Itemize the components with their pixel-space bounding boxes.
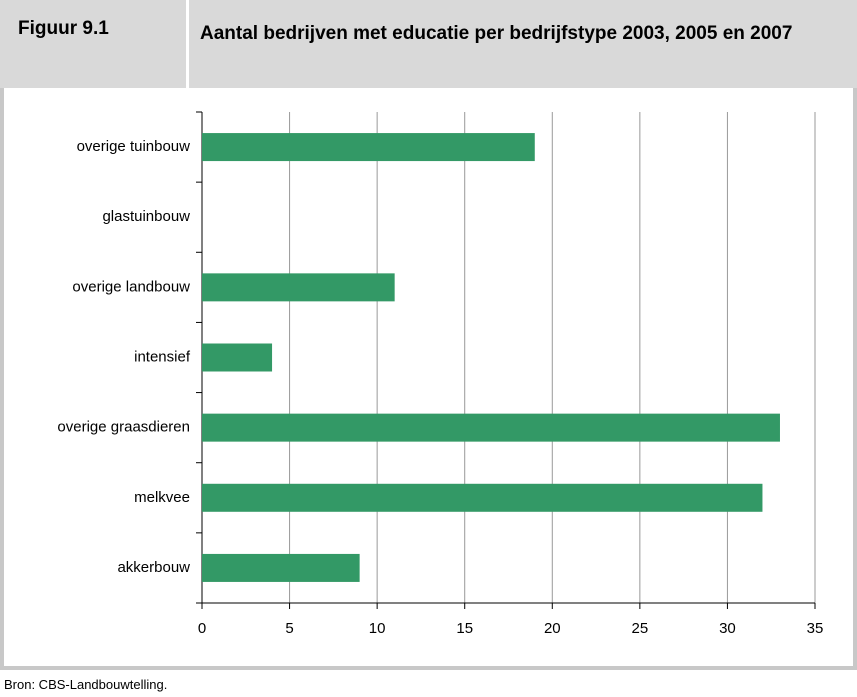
bar xyxy=(202,483,763,512)
x-tick-label: 10 xyxy=(369,620,386,637)
source: Bron: CBS-Landbouwtelling. xyxy=(4,677,168,692)
x-tick-label: 20 xyxy=(544,620,561,637)
figure-label: Figuur 9.1 xyxy=(18,18,109,39)
separator xyxy=(186,0,189,88)
bar xyxy=(202,273,395,302)
bar xyxy=(202,343,273,372)
x-tick-label: 30 xyxy=(719,620,736,637)
bar xyxy=(202,553,360,582)
y-tick-label: overige tuinbouw xyxy=(77,138,191,155)
x-tick-label: 25 xyxy=(632,620,649,637)
y-tick-label: melkvee xyxy=(134,489,190,506)
chart-title: Aantal bedrijven met educatie per bedrij… xyxy=(200,23,793,44)
y-tick-label: intensief xyxy=(134,348,191,365)
x-tick-label: 0 xyxy=(198,620,206,637)
y-tick-label: akkerbouw xyxy=(117,559,190,576)
bar xyxy=(202,413,780,442)
header xyxy=(0,0,857,88)
bar xyxy=(202,133,535,162)
y-tick-label: glastuinbouw xyxy=(102,208,190,225)
y-tick-label: overige graasdieren xyxy=(57,419,190,436)
x-tick-label: 15 xyxy=(456,620,473,637)
y-tick-label: overige landbouw xyxy=(72,278,190,295)
frame xyxy=(0,88,857,670)
x-tick-label: 5 xyxy=(285,620,293,637)
x-tick-label: 35 xyxy=(807,620,824,637)
